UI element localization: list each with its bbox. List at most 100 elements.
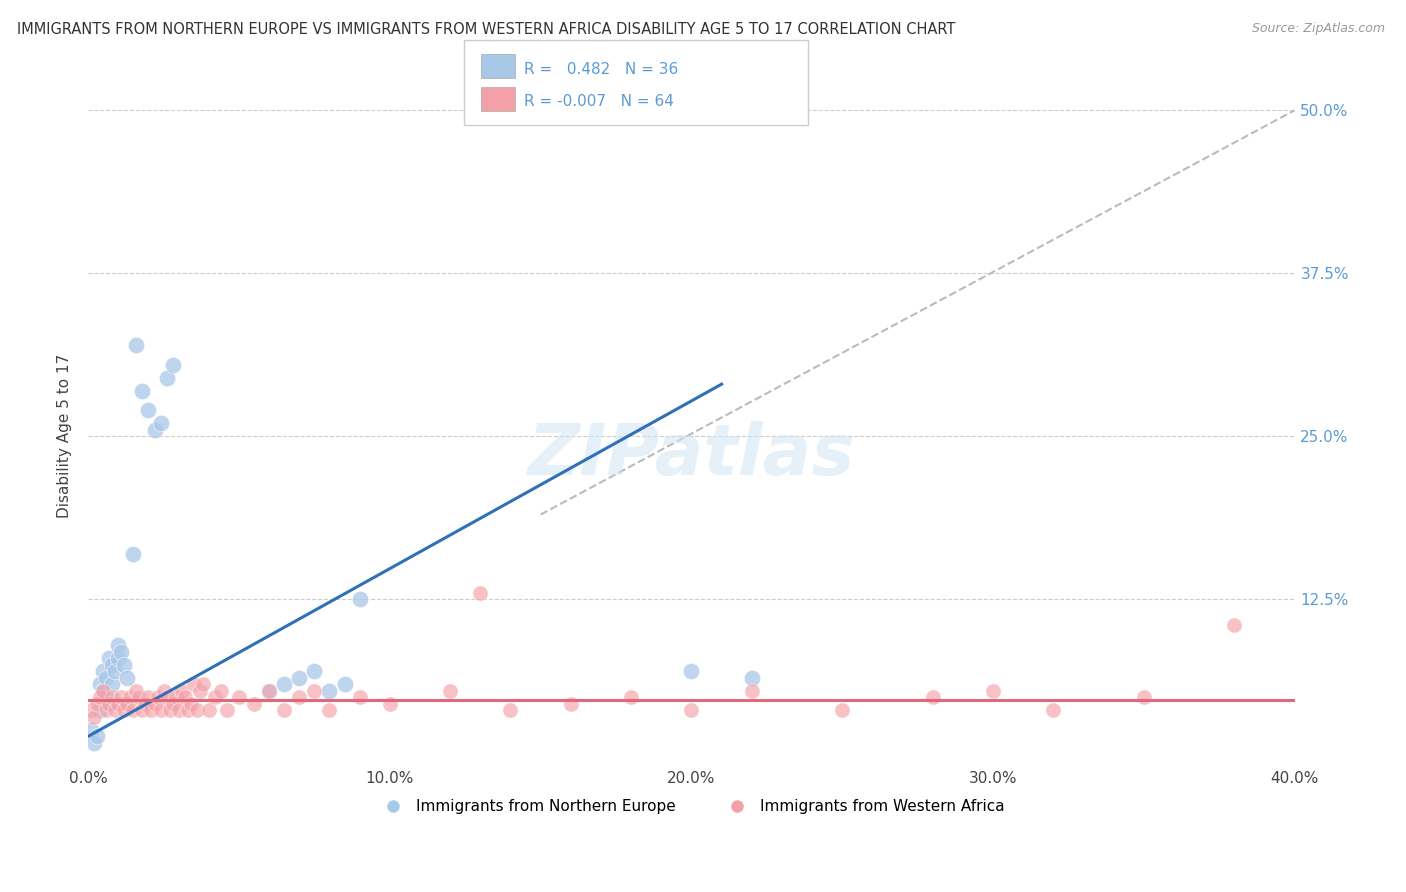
Point	[91, 683, 114, 698]
Point	[167, 703, 190, 717]
Point	[470, 586, 492, 600]
Point	[120, 690, 142, 705]
Point	[215, 703, 238, 717]
Point	[204, 690, 226, 705]
Point	[831, 703, 853, 717]
Point	[560, 697, 582, 711]
Point	[125, 338, 148, 352]
Point	[318, 683, 340, 698]
Point	[149, 703, 172, 717]
Point	[681, 703, 703, 717]
Point	[96, 690, 118, 705]
Point	[143, 697, 166, 711]
Text: R =   0.482   N = 36: R = 0.482 N = 36	[524, 62, 679, 77]
Point	[138, 403, 160, 417]
Point	[104, 664, 127, 678]
Point	[112, 703, 135, 717]
Point	[96, 671, 118, 685]
Point	[155, 690, 177, 705]
Point	[349, 592, 371, 607]
Point	[101, 677, 124, 691]
Point	[141, 703, 163, 717]
Point	[257, 683, 280, 698]
Point	[89, 677, 111, 691]
Point	[96, 703, 118, 717]
Point	[257, 683, 280, 698]
Point	[1042, 703, 1064, 717]
Point	[104, 703, 127, 717]
Point	[304, 664, 326, 678]
Point	[117, 697, 139, 711]
Point	[981, 683, 1004, 698]
Point	[101, 657, 124, 672]
Text: Source: ZipAtlas.com: Source: ZipAtlas.com	[1251, 22, 1385, 36]
Point	[191, 677, 214, 691]
Point	[80, 703, 103, 717]
Point	[83, 710, 105, 724]
Text: R = -0.007   N = 64: R = -0.007 N = 64	[524, 95, 675, 109]
Point	[159, 703, 181, 717]
Point	[170, 683, 193, 698]
Point	[209, 683, 232, 698]
Point	[122, 703, 145, 717]
Text: IMMIGRANTS FROM NORTHERN EUROPE VS IMMIGRANTS FROM WESTERN AFRICA DISABILITY AGE: IMMIGRANTS FROM NORTHERN EUROPE VS IMMIG…	[17, 22, 955, 37]
Point	[288, 671, 311, 685]
Point	[304, 683, 326, 698]
Point	[155, 370, 177, 384]
Point	[198, 703, 221, 717]
Point	[98, 651, 121, 665]
Point	[180, 697, 202, 711]
Point	[107, 638, 129, 652]
Point	[176, 703, 198, 717]
Point	[173, 690, 195, 705]
Point	[378, 697, 401, 711]
Point	[80, 723, 103, 737]
Point	[107, 697, 129, 711]
Point	[741, 683, 763, 698]
Point	[1133, 690, 1156, 705]
Point	[288, 690, 311, 705]
Point	[122, 547, 145, 561]
Point	[152, 683, 174, 698]
Point	[333, 677, 356, 691]
Point	[138, 690, 160, 705]
Point	[101, 690, 124, 705]
Point	[149, 417, 172, 431]
Point	[98, 697, 121, 711]
Point	[110, 690, 132, 705]
Point	[228, 690, 250, 705]
Point	[1223, 618, 1246, 632]
Point	[439, 683, 461, 698]
Point	[162, 358, 184, 372]
Point	[273, 677, 295, 691]
Point	[165, 690, 187, 705]
Point	[131, 384, 153, 398]
Point	[91, 683, 114, 698]
Point	[162, 697, 184, 711]
Text: ZIPatlas: ZIPatlas	[527, 421, 855, 491]
Point	[128, 690, 150, 705]
Point	[107, 651, 129, 665]
Y-axis label: Disability Age 5 to 17: Disability Age 5 to 17	[58, 354, 72, 518]
Point	[921, 690, 943, 705]
Point	[188, 683, 211, 698]
Point	[112, 657, 135, 672]
Point	[243, 697, 266, 711]
Point	[499, 703, 522, 717]
Point	[186, 703, 208, 717]
Point	[143, 423, 166, 437]
Point	[620, 690, 643, 705]
Point	[741, 671, 763, 685]
Point	[117, 671, 139, 685]
Point	[98, 697, 121, 711]
Point	[273, 703, 295, 717]
Point	[91, 664, 114, 678]
Point	[83, 736, 105, 750]
Point	[349, 690, 371, 705]
Point	[318, 703, 340, 717]
Point	[681, 664, 703, 678]
Point	[183, 677, 205, 691]
Point	[110, 644, 132, 658]
Point	[89, 690, 111, 705]
Point	[146, 690, 169, 705]
